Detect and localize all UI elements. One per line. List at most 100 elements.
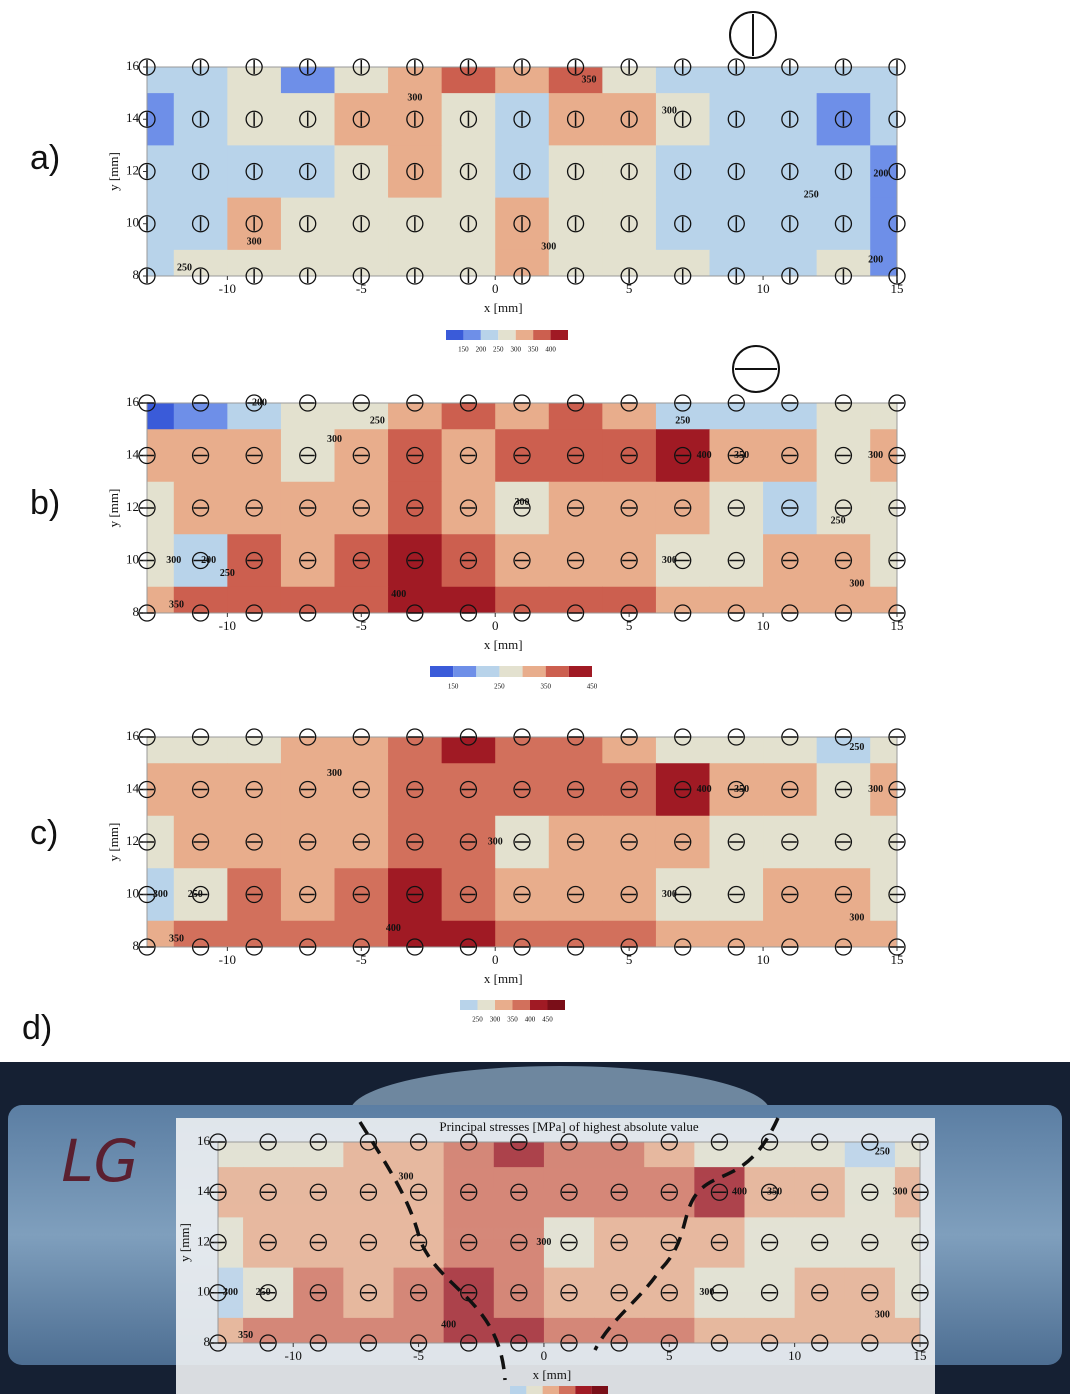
marker-circle: [191, 267, 210, 285]
measurement-point: [811, 1334, 829, 1352]
y-axis-label: y [mm]: [106, 823, 121, 862]
marker-circle: [359, 1334, 378, 1352]
marker-circle: [406, 394, 424, 412]
stress-cell: [147, 920, 175, 947]
measurement-point: [460, 1133, 478, 1151]
marker-circle: [459, 833, 478, 851]
marker-circle: [660, 1183, 678, 1201]
marker-circle: [406, 885, 424, 904]
measurement-point: [259, 1334, 277, 1352]
marker-circle: [406, 780, 424, 799]
measurement-point: [259, 1133, 277, 1151]
y-tick-label: 10: [126, 215, 139, 230]
contour-label: 250: [370, 416, 385, 427]
measurement-point: [811, 1233, 829, 1252]
marker-circle: [309, 1284, 327, 1302]
y-tick-label: 14: [126, 780, 140, 795]
marker-circle: [299, 267, 317, 285]
marker-circle: [406, 938, 424, 956]
marker-circle: [513, 110, 531, 128]
measurement-point: [191, 780, 210, 799]
stress-cell: [493, 1317, 545, 1343]
marker-circle: [138, 162, 156, 181]
measurement-point: [566, 938, 585, 956]
marker-circle: [510, 1183, 528, 1201]
measurement-point: [245, 446, 263, 465]
measurement-point: [566, 499, 585, 517]
measurement-point: [459, 110, 478, 128]
contour-label: 350: [169, 933, 184, 944]
measurement-point: [299, 267, 317, 285]
contour-label: 300: [399, 1171, 414, 1182]
marker-circle: [309, 1334, 327, 1352]
chart-title: Principal stresses [MPa] of highest abso…: [439, 1119, 698, 1134]
x-tick-label: 5: [666, 1348, 673, 1363]
marker-circle: [191, 446, 210, 465]
colorbar-tick-label: 350: [528, 346, 539, 354]
y-tick-label: 10: [197, 1284, 210, 1299]
measurement-point: [245, 833, 263, 851]
marker-circle: [834, 604, 853, 622]
marker-circle: [811, 1334, 829, 1352]
marker-circle: [352, 110, 370, 128]
y-tick-label: 8: [133, 267, 140, 282]
contour-label: 200: [868, 255, 883, 266]
marker-circle: [245, 394, 263, 412]
marker-circle: [406, 110, 424, 128]
marker-circle: [861, 1233, 879, 1252]
measurement-point: [459, 604, 478, 622]
marker-circle: [209, 1284, 227, 1302]
contour-label: 300: [849, 912, 864, 923]
measurement-point: [710, 1183, 729, 1201]
stress-cell: [655, 586, 710, 613]
measurement-point: [459, 938, 478, 956]
stress-cell: [870, 93, 897, 146]
stress-cell: [644, 1142, 695, 1168]
measurement-point: [781, 885, 799, 904]
stress-cell: [280, 920, 335, 947]
contour-label: 300: [849, 578, 864, 589]
stress-cell: [816, 403, 871, 430]
measurement-point: [299, 162, 317, 181]
contour-label: 300: [327, 434, 342, 445]
stress-cell: [870, 197, 897, 251]
contour-label: 250: [849, 742, 864, 753]
marker-circle: [834, 728, 853, 746]
marker-circle: [834, 215, 853, 233]
marker-circle: [459, 110, 478, 128]
x-tick-label: -5: [413, 1348, 424, 1363]
measurement-point: [610, 1133, 628, 1151]
marker-circle: [191, 938, 210, 956]
marker-circle: [245, 780, 263, 799]
stress-cell: [243, 1142, 294, 1168]
contour-label: 300: [488, 836, 503, 847]
x-tick-label: 15: [891, 618, 904, 633]
marker-circle: [513, 162, 531, 181]
measurement-point: [760, 1284, 779, 1302]
measurement-point: [459, 728, 478, 746]
measurement-point: [560, 1233, 578, 1252]
stress-cell: [763, 737, 818, 764]
measurement-point: [513, 780, 531, 799]
contour-label: 300: [699, 1287, 714, 1298]
measurement-point: [781, 162, 799, 181]
marker-circle: [138, 604, 156, 622]
marker-circle: [781, 58, 799, 76]
measurement-point: [191, 833, 210, 851]
x-axis-label: x [mm]: [533, 1367, 572, 1382]
colorbar-swatch: [522, 666, 546, 677]
contour-label: 200: [201, 555, 216, 566]
measurement-point: [352, 499, 370, 517]
marker-circle: [674, 267, 692, 285]
measurement-point: [409, 1183, 428, 1201]
marker-circle: [513, 499, 531, 517]
marker-circle: [259, 1334, 277, 1352]
marker-circle: [760, 1133, 779, 1151]
measurement-point: [610, 1183, 628, 1201]
marker-circle: [674, 499, 692, 517]
measurement-point: [760, 1183, 779, 1201]
stress-cell: [694, 1142, 745, 1168]
stress-cell: [655, 403, 710, 430]
measurement-point: [620, 885, 638, 904]
marker-circle: [610, 1183, 628, 1201]
